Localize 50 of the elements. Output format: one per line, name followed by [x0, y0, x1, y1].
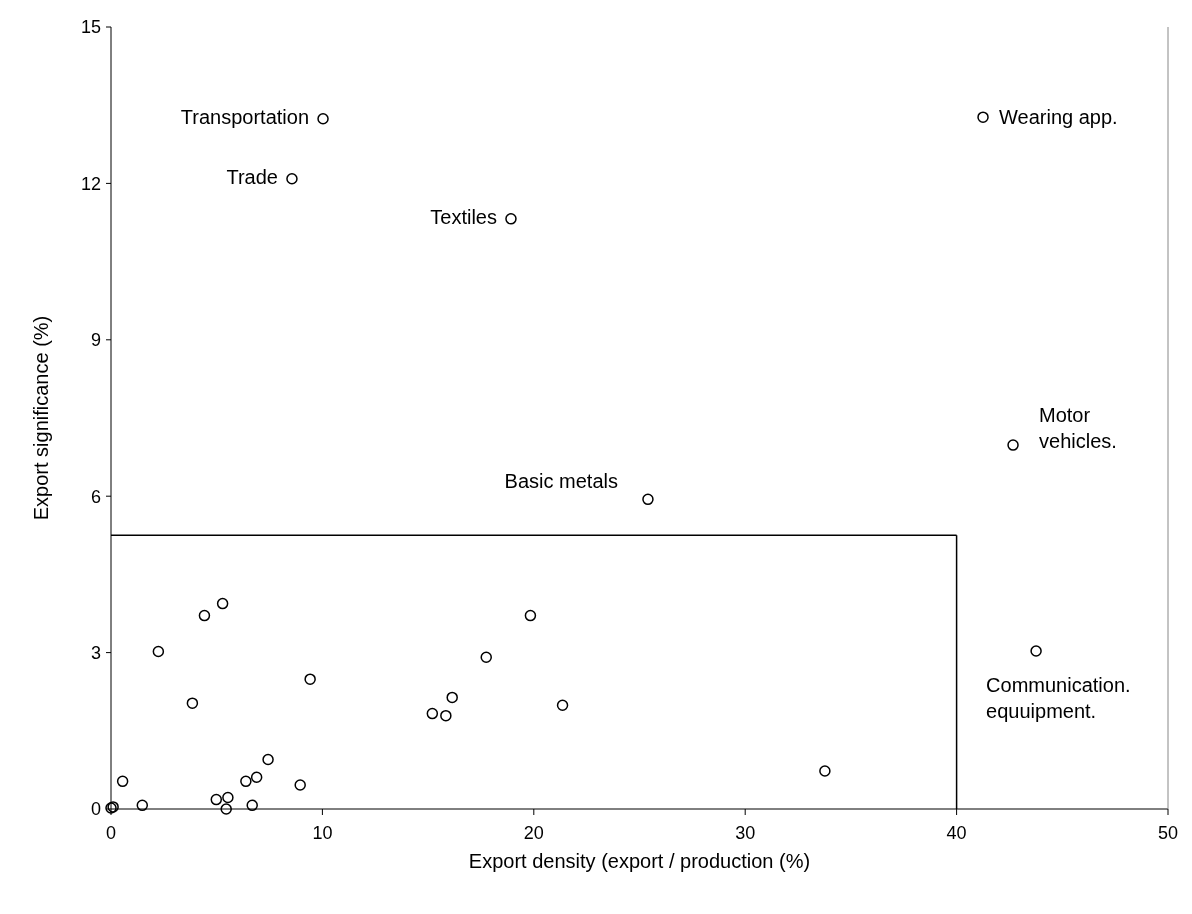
x-tick-label: 20 — [523, 823, 544, 843]
point — [440, 709, 452, 722]
x-tick-label: 40 — [946, 823, 967, 843]
point — [286, 172, 298, 185]
point — [480, 651, 492, 664]
point — [210, 793, 223, 806]
point — [1030, 645, 1042, 657]
point — [446, 691, 458, 704]
x-axis-title: Export density (export / production (%) — [468, 850, 811, 872]
point — [819, 765, 831, 777]
point — [136, 799, 149, 812]
y-tick-label: 9 — [90, 330, 101, 351]
point — [1007, 439, 1019, 451]
y-tick-label: 3 — [90, 642, 101, 663]
y-tick-label: 12 — [80, 173, 101, 194]
annotation: Motor vehicles. — [1039, 404, 1117, 453]
point — [524, 609, 537, 622]
point — [220, 803, 232, 815]
point — [426, 707, 439, 720]
point — [262, 753, 274, 766]
x-tick-label: 10 — [312, 823, 333, 843]
x-tick-label: 30 — [735, 823, 756, 843]
annotation: Basic metals — [504, 470, 618, 493]
y-tick-label: 0 — [90, 799, 101, 820]
point — [186, 697, 199, 709]
annotation: Trade — [226, 165, 278, 188]
point — [250, 771, 263, 783]
point — [505, 213, 517, 225]
point — [246, 799, 258, 812]
point — [216, 597, 229, 610]
y-tick-label: 6 — [90, 486, 101, 507]
point — [304, 673, 316, 685]
point — [240, 775, 252, 788]
point — [556, 699, 569, 712]
x-tick-label: 50 — [1157, 823, 1179, 843]
x-tick-label: 0 — [105, 823, 117, 843]
point — [198, 609, 211, 622]
point — [977, 111, 989, 123]
annotation: Transportation — [180, 105, 310, 128]
y-tick-label: 15 — [80, 17, 101, 38]
point — [222, 791, 234, 804]
point — [294, 779, 306, 791]
annotation: Wearing app. — [999, 106, 1118, 129]
annotation: Textiles — [430, 205, 497, 228]
y-axis-title: Export significance (%) — [30, 315, 52, 521]
point — [152, 645, 165, 658]
point — [116, 775, 129, 788]
point — [317, 113, 329, 125]
point — [642, 493, 654, 506]
annotation: Communication. equuipment. — [986, 674, 1131, 723]
